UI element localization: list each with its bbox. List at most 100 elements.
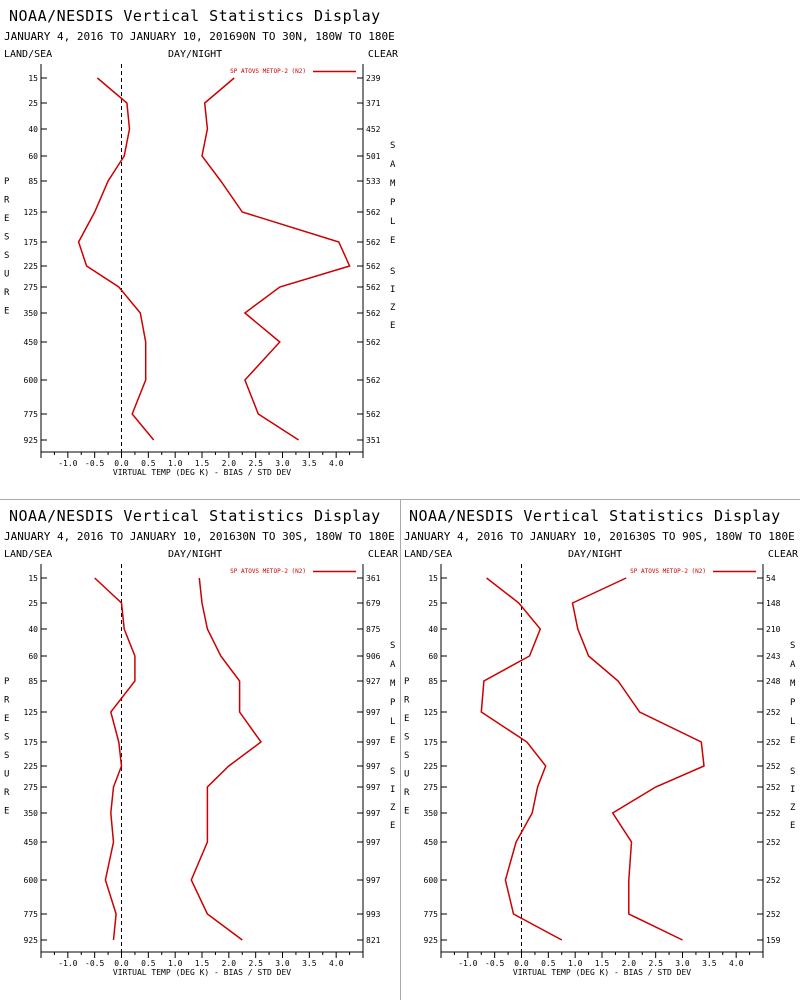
y-axis-label-letter: P [4, 177, 10, 187]
x-tick-label: 3.0 [275, 959, 290, 968]
sample-size-label: 252 [766, 762, 781, 771]
x-tick-label: -1.0 [58, 959, 77, 968]
chart-title: NOAA/NESDIS Vertical Statistics Display [9, 507, 381, 525]
clear-label: CLEAR [368, 49, 399, 60]
y-axis-label-letter: R [4, 696, 10, 706]
x-tick-label: 4.0 [329, 459, 344, 468]
sample-size-label: 252 [766, 838, 781, 847]
y-axis-label-letter: E [404, 714, 409, 724]
pressure-label: 225 [24, 262, 39, 271]
x-tick-label: -0.5 [485, 959, 504, 968]
sample-size-label: 562 [366, 376, 381, 385]
pressure-label: 450 [24, 338, 39, 347]
x-tick-label: 3.0 [675, 959, 690, 968]
sample-label-letter: E [390, 736, 395, 746]
pressure-label: 125 [24, 208, 39, 217]
size-label-letter: S [390, 767, 395, 777]
legend-text: SP ATOVS METOP-2 (N2) [230, 68, 306, 75]
clear-label: CLEAR [368, 549, 399, 560]
pressure-label: 600 [424, 876, 439, 885]
y-axis-label-letter: U [404, 770, 409, 780]
chart-title: NOAA/NESDIS Vertical Statistics Display [9, 7, 381, 25]
y-axis-label-letter: E [4, 807, 9, 817]
sample-size-label: 997 [366, 738, 381, 747]
y-axis-label-letter: R [404, 788, 410, 798]
pressure-label: 350 [424, 809, 439, 818]
chart-title: NOAA/NESDIS Vertical Statistics Display [409, 507, 781, 525]
sample-size-label: 252 [766, 738, 781, 747]
day-night-label: DAY/NIGHT [168, 49, 222, 60]
y-axis-label-letter: R [4, 196, 10, 206]
chart-panel-2: NOAA/NESDIS Vertical Statistics Display J… [4, 507, 399, 977]
x-tick-label: 4.0 [729, 959, 744, 968]
pressure-label: 85 [28, 177, 38, 186]
sample-label-letter: S [790, 641, 795, 651]
pressure-label: 175 [24, 238, 39, 247]
pressure-label: 25 [28, 599, 38, 608]
sample-label-letter: P [790, 698, 796, 708]
x-tick-label: 3.5 [702, 959, 717, 968]
sample-size-label: 252 [766, 910, 781, 919]
pressure-label: 775 [24, 410, 39, 419]
sample-size-label: 252 [766, 783, 781, 792]
pressure-label: 350 [24, 809, 39, 818]
chart-panel-3: NOAA/NESDIS Vertical Statistics Display J… [404, 507, 799, 977]
x-tick-label: 0.5 [541, 959, 556, 968]
x-tick-label: 0.5 [141, 959, 156, 968]
pressure-label: 925 [24, 436, 39, 445]
sample-label-letter: L [790, 717, 795, 727]
size-label-letter: E [390, 321, 395, 331]
sample-size-label: 562 [366, 262, 381, 271]
y-axis-label-letter: S [404, 733, 409, 743]
day-night-label: DAY/NIGHT [568, 549, 622, 560]
x-tick-label: 2.5 [248, 959, 263, 968]
pressure-label: 600 [24, 376, 39, 385]
pressure-label: 60 [28, 652, 38, 661]
x-tick-label: 4.0 [329, 959, 344, 968]
y-axis-label-letter: R [404, 696, 410, 706]
sample-size-label: 562 [366, 238, 381, 247]
sample-size-label: 252 [766, 809, 781, 818]
sample-label-letter: E [790, 736, 795, 746]
sample-size-label: 248 [766, 677, 781, 686]
land-sea-label: LAND/SEA [4, 549, 52, 560]
y-axis-label-letter: S [4, 733, 9, 743]
pressure-label: 125 [24, 708, 39, 717]
sample-size-label: 562 [366, 208, 381, 217]
x-tick-label: -1.0 [458, 959, 477, 968]
y-axis-label-letter: E [4, 214, 9, 224]
sample-size-label: 562 [366, 338, 381, 347]
sample-size-label: 906 [366, 652, 381, 661]
sample-size-label: 997 [366, 762, 381, 771]
size-label-letter: E [390, 821, 395, 831]
series-line-bias [480, 577, 563, 941]
sample-size-label: 54 [766, 574, 776, 583]
sample-size-label: 997 [366, 708, 381, 717]
sample-label-letter: A [390, 160, 396, 170]
pressure-label: 775 [424, 910, 439, 919]
pressure-label: 775 [24, 910, 39, 919]
sample-label-letter: M [390, 679, 396, 689]
x-tick-label: -0.5 [85, 459, 104, 468]
x-tick-label: 0.0 [514, 959, 529, 968]
pressure-label: 125 [424, 708, 439, 717]
sample-label-letter: A [390, 660, 396, 670]
sample-size-label: 997 [366, 809, 381, 818]
sample-label-letter: L [390, 717, 395, 727]
x-tick-label: 2.0 [222, 959, 237, 968]
y-axis-label-letter: U [4, 770, 9, 780]
sample-size-label: 533 [366, 177, 381, 186]
size-label-letter: Z [790, 803, 796, 813]
sample-label-letter: L [390, 217, 395, 227]
x-tick-label: 1.0 [568, 959, 583, 968]
size-label-letter: Z [390, 803, 396, 813]
sample-size-label: 361 [366, 574, 381, 583]
series-line-std-dev [571, 577, 705, 941]
y-axis-label-letter: S [404, 751, 409, 761]
pressure-label: 225 [24, 762, 39, 771]
series-line-std-dev [190, 577, 263, 941]
pressure-label: 275 [24, 783, 39, 792]
x-axis-label: VIRTUAL TEMP (DEG K) - BIAS / STD DEV [113, 468, 291, 477]
x-tick-label: 1.5 [195, 459, 210, 468]
